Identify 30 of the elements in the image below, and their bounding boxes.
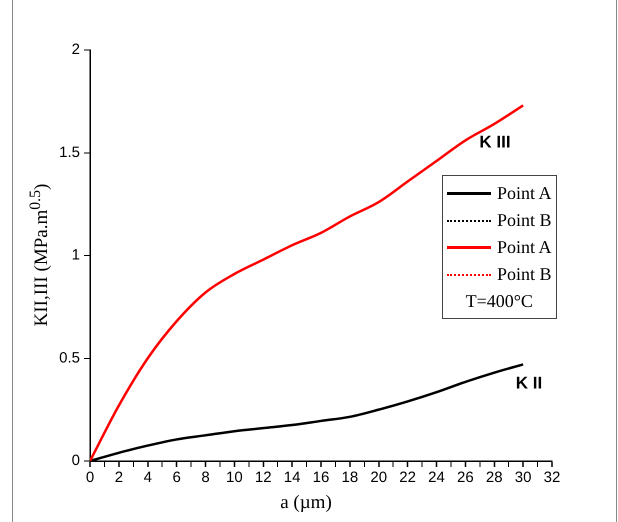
x-tick-label: 2 bbox=[114, 469, 124, 486]
x-tick-label: 0 bbox=[86, 469, 94, 486]
x-tick-label: 28 bbox=[486, 469, 503, 486]
x-tick-label: 22 bbox=[399, 469, 416, 486]
legend-label: Point A bbox=[497, 183, 552, 204]
x-tick-label: 16 bbox=[312, 469, 330, 486]
x-tick-label: 8 bbox=[201, 469, 210, 486]
x-tick-label: 18 bbox=[342, 469, 358, 486]
y-tick-label: 0.5 bbox=[59, 349, 80, 366]
x-tick-label: 24 bbox=[428, 469, 445, 486]
x-tick-label: 14 bbox=[284, 469, 300, 486]
x-tick-label: 4 bbox=[144, 469, 152, 486]
x-tick-label: 10 bbox=[226, 469, 243, 486]
legend-label: Point A bbox=[497, 237, 552, 258]
annotation: K II bbox=[516, 374, 542, 393]
x-axis-title: a (µm) bbox=[280, 492, 332, 514]
x-tick-label: 30 bbox=[514, 469, 532, 486]
x-tick-label: 32 bbox=[544, 469, 560, 486]
x-tick-label: 26 bbox=[457, 469, 474, 486]
legend-label: Point B bbox=[497, 210, 552, 231]
y-tick-label: 1.5 bbox=[59, 144, 80, 161]
legend-title: T=400°C bbox=[464, 290, 534, 313]
x-tick-label: 12 bbox=[254, 469, 272, 486]
x-tick-label: 20 bbox=[370, 469, 388, 486]
y-tick-label: 1 bbox=[72, 246, 80, 264]
y-tick-label: 0 bbox=[72, 452, 80, 470]
annotation: K III bbox=[479, 132, 511, 152]
x-tick-label: 6 bbox=[172, 469, 181, 486]
legend-label: Point B bbox=[497, 264, 552, 285]
y-tick-label: 2 bbox=[72, 41, 80, 58]
